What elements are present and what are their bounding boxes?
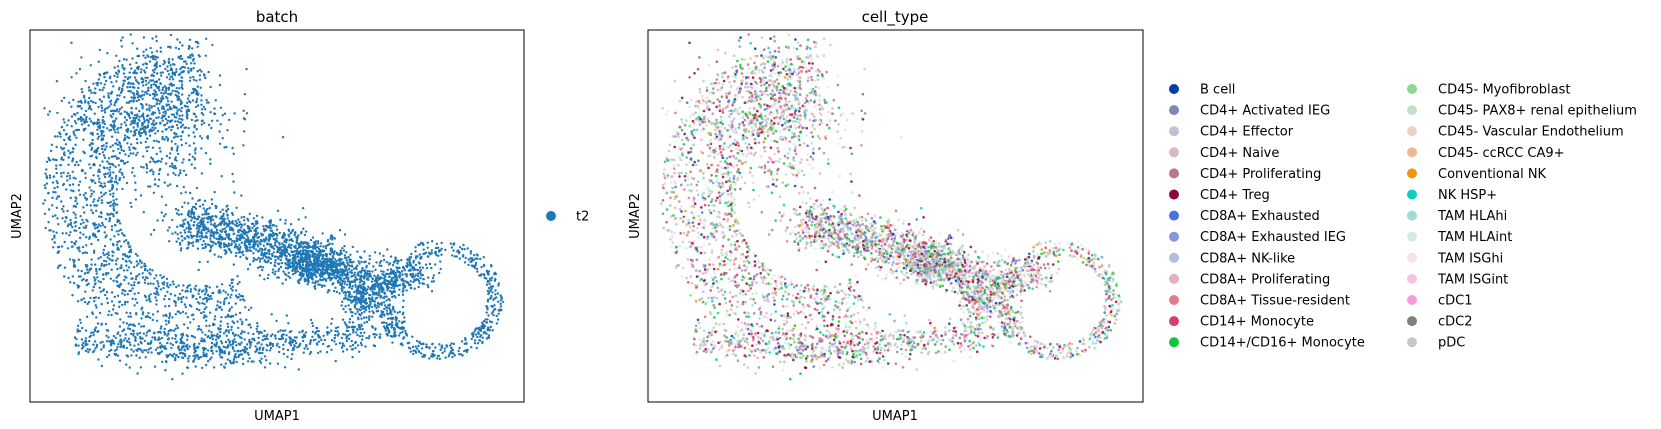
- y-axis-label-cell-type: UMAP2: [628, 193, 643, 239]
- legend-label: CD4+ Activated IEG: [1200, 104, 1330, 119]
- legend-label: CD45- Myofibroblast: [1438, 83, 1570, 98]
- legend-label: CD14+ Monocyte: [1200, 315, 1314, 330]
- legend-label: CD45- ccRCC CA9+: [1438, 146, 1565, 161]
- legend-label: Conventional NK: [1438, 167, 1547, 182]
- legend-marker-t2: [546, 211, 556, 221]
- legend-label: TAM ISGhi: [1437, 251, 1503, 266]
- y-axis-label-batch: UMAP2: [10, 193, 25, 239]
- legend-marker: [1407, 189, 1417, 200]
- legend-marker: [1169, 337, 1179, 348]
- legend-marker: [1407, 231, 1417, 242]
- legend-marker: [1169, 147, 1179, 158]
- scatter-points-cell-type: [660, 33, 1123, 381]
- legend-label: CD4+ Proliferating: [1200, 167, 1321, 182]
- legend-marker: [1169, 210, 1179, 221]
- legend-label: CD8A+ NK-like: [1200, 251, 1295, 266]
- x-axis-label-cell-type: UMAP1: [872, 409, 918, 424]
- legend-marker: [1407, 295, 1417, 305]
- legend-label: cDC2: [1438, 315, 1473, 330]
- panel-batch: batch UMAP1 UMAP2 t2: [10, 8, 589, 424]
- legend-marker: [1407, 337, 1417, 348]
- legend-marker: [1407, 168, 1417, 179]
- legend-label: CD45- PAX8+ renal epithelium: [1438, 104, 1637, 119]
- legend-marker: [1407, 316, 1417, 327]
- legend-marker: [1407, 210, 1417, 221]
- legend-marker: [1169, 252, 1179, 263]
- chart-title-batch: batch: [256, 8, 298, 26]
- legend-marker: [1169, 273, 1179, 284]
- legend-label: TAM HLAint: [1437, 230, 1512, 245]
- legend-marker: [1169, 168, 1179, 179]
- legend-label: CD4+ Treg: [1200, 188, 1270, 203]
- legend-marker: [1407, 84, 1417, 94]
- legend-label: TAM HLAhi: [1437, 209, 1507, 224]
- legend-marker: [1169, 126, 1179, 137]
- x-axis-label-batch: UMAP1: [254, 409, 300, 424]
- legend-label: CD4+ Effector: [1200, 125, 1294, 140]
- legend-marker: [1407, 126, 1417, 137]
- legend-label: CD4+ Naive: [1200, 146, 1279, 161]
- legend-cell-type: B cell CD4+ Activated IEG CD4+ Effector CD4…: [1169, 83, 1637, 351]
- legend-label: cDC1: [1438, 294, 1473, 309]
- legend-label: B cell: [1200, 83, 1235, 98]
- legend-label: NK HSP+: [1438, 188, 1497, 203]
- legend-marker: [1169, 295, 1179, 305]
- legend-marker: [1169, 84, 1179, 94]
- legend-label: CD45- Vascular Endothelium: [1438, 125, 1624, 140]
- legend-marker: [1407, 105, 1417, 116]
- legend-label: CD8A+ Proliferating: [1200, 272, 1330, 287]
- legend-label: CD14+/CD16+ Monocyte: [1200, 336, 1365, 351]
- legend-marker: [1169, 316, 1179, 327]
- legend-batch: t2: [546, 210, 589, 225]
- legend-marker: [1169, 105, 1179, 116]
- legend-label: CD8A+ Tissue-resident: [1200, 294, 1350, 309]
- chart-title-cell-type: cell_type: [862, 8, 929, 27]
- legend-marker: [1169, 189, 1179, 200]
- legend-marker: [1407, 147, 1417, 158]
- legend-label: CD8A+ Exhausted: [1200, 209, 1320, 224]
- legend-label: TAM ISGint: [1437, 272, 1508, 287]
- legend-marker: [1407, 273, 1417, 284]
- legend-marker: [1169, 231, 1179, 242]
- legend-marker: [1407, 252, 1417, 263]
- legend-label-t2: t2: [576, 210, 589, 225]
- legend-label: pDC: [1438, 336, 1465, 351]
- panel-cell-type: cell_type UMAP1 UMAP2 B cell CD4+ Activat…: [628, 8, 1637, 424]
- scatter-points-batch: [42, 33, 505, 381]
- legend-label: CD8A+ Exhausted IEG: [1200, 230, 1346, 245]
